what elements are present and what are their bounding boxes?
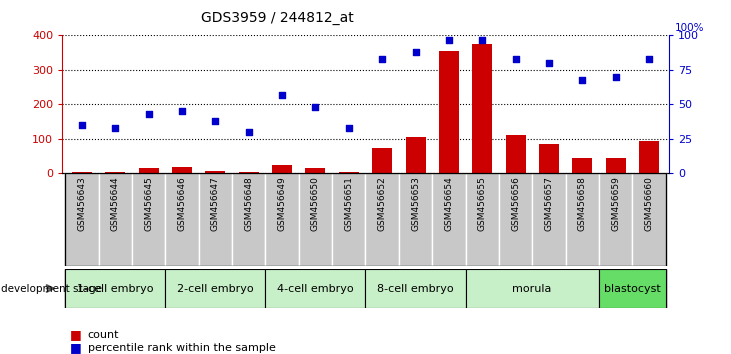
Bar [105,172,126,173]
Bar [366,173,399,266]
Text: GSM456644: GSM456644 [111,176,120,231]
Text: percentile rank within the sample: percentile rank within the sample [88,343,276,353]
Text: GSM456646: GSM456646 [178,176,186,231]
Bar [139,168,159,173]
Point [343,125,355,131]
Point [576,77,588,82]
Point [76,122,88,128]
Bar [439,51,459,173]
Point [510,56,521,62]
Point [543,60,555,66]
Bar [599,173,632,266]
Bar [265,269,366,308]
Text: GSM456650: GSM456650 [311,176,320,231]
Bar [165,173,199,266]
Text: morula: morula [512,284,552,293]
Text: GSM456653: GSM456653 [411,176,420,231]
Bar [599,269,665,308]
Bar [66,269,165,308]
Bar [566,173,599,266]
Text: count: count [88,330,119,339]
Text: development stage: development stage [1,284,102,293]
Text: GSM456654: GSM456654 [444,176,453,231]
Bar [339,172,359,173]
Text: GSM456649: GSM456649 [278,176,287,231]
Bar [205,171,225,173]
Text: 2-cell embryo: 2-cell embryo [177,284,254,293]
Text: 1-cell embryo: 1-cell embryo [77,284,154,293]
Bar [299,173,332,266]
Bar [472,44,492,173]
Text: 8-cell embryo: 8-cell embryo [377,284,454,293]
Bar [532,173,566,266]
Bar [306,168,325,173]
Bar [66,173,99,266]
Text: GSM456660: GSM456660 [644,176,654,231]
Bar [332,173,366,266]
Point [310,104,322,110]
Bar [632,173,665,266]
Bar [572,158,592,173]
Text: GSM456659: GSM456659 [611,176,620,231]
Bar [239,172,259,173]
Point [443,37,455,42]
Bar [272,165,292,173]
Text: GSM456648: GSM456648 [244,176,254,231]
Bar [399,173,432,266]
Bar [406,137,425,173]
Point [376,56,388,62]
Bar [366,269,466,308]
Text: ■: ■ [69,328,81,341]
Point [210,118,221,124]
Bar [506,136,526,173]
Text: 4-cell embryo: 4-cell embryo [277,284,354,293]
Bar [99,173,132,266]
Bar [132,173,165,266]
Text: GSM456651: GSM456651 [344,176,353,231]
Text: GSM456647: GSM456647 [211,176,220,231]
Point [110,125,121,131]
Bar [639,141,659,173]
Point [477,37,488,42]
Point [409,49,421,55]
Bar [199,173,232,266]
Bar [72,172,92,173]
Bar [466,173,499,266]
Bar [432,173,466,266]
Bar [499,173,532,266]
Bar [265,173,299,266]
Bar [605,158,626,173]
Text: GSM456656: GSM456656 [511,176,520,231]
Bar [165,269,265,308]
Text: GDS3959 / 244812_at: GDS3959 / 244812_at [202,11,354,25]
Text: GSM456655: GSM456655 [477,176,487,231]
Point [276,92,288,98]
Bar [466,269,599,308]
Text: GSM456645: GSM456645 [144,176,154,231]
Text: GSM456643: GSM456643 [77,176,87,231]
Text: 100%: 100% [675,23,704,33]
Bar [172,167,192,173]
Bar [372,148,392,173]
Bar [539,144,559,173]
Point [643,56,655,62]
Text: ■: ■ [69,342,81,354]
Point [243,129,254,135]
Point [176,108,188,114]
Text: GSM456658: GSM456658 [577,176,587,231]
Text: blastocyst: blastocyst [604,284,661,293]
Text: GSM456652: GSM456652 [378,176,387,231]
Point [610,74,621,80]
Bar [232,173,265,266]
Text: GSM456657: GSM456657 [545,176,553,231]
Point [143,111,155,117]
